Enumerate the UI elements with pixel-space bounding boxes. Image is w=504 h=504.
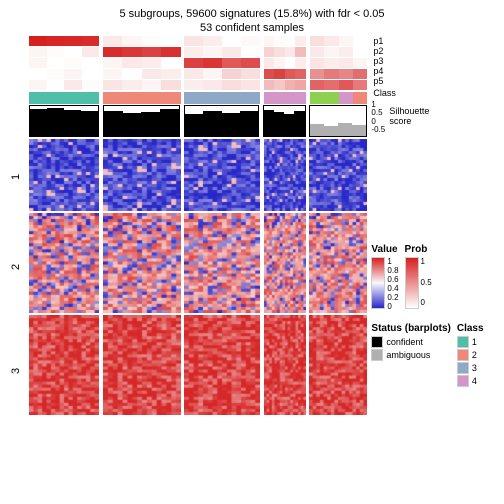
main-plot: 123 p1p2p3p4p5Class 1 0.5 0 -0.5 Silhoue… [8, 36, 496, 423]
prob-track [29, 36, 367, 46]
track-label: p5 [371, 76, 496, 86]
title-line-1: 5 subgroups, 59600 signatures (15.8%) wi… [8, 8, 496, 20]
class-track [29, 92, 367, 104]
prob-track [29, 80, 367, 90]
heatmap-block [29, 213, 367, 313]
legend-class: Class1234 [457, 323, 484, 388]
prob-track [29, 69, 367, 79]
track-label: p1 [371, 36, 496, 46]
plot-column [29, 36, 367, 423]
heatmap-block [29, 139, 367, 211]
title-line-2: 53 confident samples [8, 22, 496, 34]
track-label: p4 [371, 66, 496, 76]
figure-root: 5 subgroups, 59600 signatures (15.8%) wi… [8, 8, 496, 496]
track-label: p3 [371, 56, 496, 66]
prob-track [29, 58, 367, 68]
silhouette-label: 1 0.5 0 -0.5 Silhouettescore [371, 100, 496, 134]
row-block-label: 2 [8, 217, 22, 317]
prob-track [29, 47, 367, 57]
silhouette-track [29, 105, 367, 137]
row-block-label: 3 [8, 321, 22, 421]
legend-value: Value10.80.60.40.20 [371, 244, 398, 309]
legend-status: Status (barplots)confidentambiguous [371, 323, 450, 388]
legend-prob: Prob10.50 [405, 244, 432, 309]
row-group-labels: 123 [8, 36, 29, 423]
row-block-label: 1 [8, 141, 22, 213]
right-annotations: p1p2p3p4p5Class 1 0.5 0 -0.5 Silhouettes… [367, 36, 496, 423]
track-label: p2 [371, 46, 496, 56]
class-label: Class [371, 86, 496, 100]
heatmap-block [29, 315, 367, 415]
